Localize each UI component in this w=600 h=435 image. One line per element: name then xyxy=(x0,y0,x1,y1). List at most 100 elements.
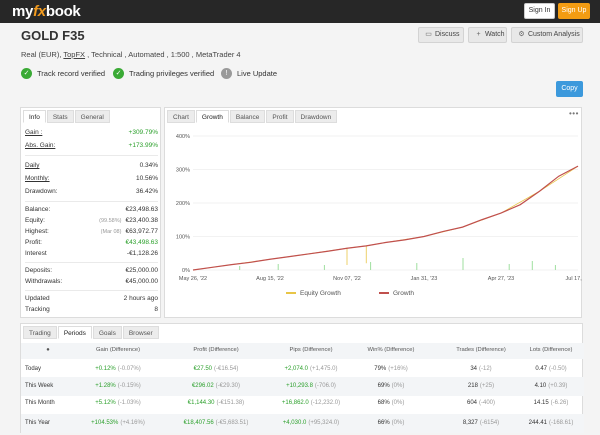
table-cell: 8,327 (-6154) xyxy=(462,420,500,426)
custom-analysis-button[interactable]: ⚙ Custom Analysis xyxy=(511,27,583,43)
table-row: This Month +5.12% (-1.03%) €1,144.30 (-€151.… xyxy=(21,394,584,413)
sign-in-button[interactable]: Sign In xyxy=(524,3,555,19)
table-cell: 68% (0%) xyxy=(377,400,405,406)
periods-panel: Trading Periods Goals Browser ● Gain (Di… xyxy=(20,323,584,433)
y-tick-label: 0% xyxy=(182,268,190,274)
trade-bar xyxy=(239,266,241,270)
table-cell: +104.53% (+4.16%) xyxy=(91,420,145,426)
page-title: GOLD F35 xyxy=(21,28,85,43)
tab-profit[interactable]: Profit xyxy=(266,110,294,123)
table-cell: 14.15 (-6.26) xyxy=(533,400,569,406)
growth-chart: 0% 100% 200% 300% 400% May 26, '22 Aug 15, '22… xyxy=(176,134,583,282)
tab-drawdown[interactable]: Drawdown xyxy=(294,110,338,123)
periods-tabs: Trading Periods Goals Browser xyxy=(23,326,160,339)
trade-bar xyxy=(323,265,325,270)
table-cell: €296.02 (-€29.30) xyxy=(191,383,241,389)
live-update-badge: ! Live Update xyxy=(221,68,277,79)
tab-chart[interactable]: Chart xyxy=(167,110,195,123)
table-cell: +1.28% (-0.15%) xyxy=(95,383,141,389)
divider xyxy=(25,155,158,156)
table-row: This Week +1.28% (-0.15%) €296.02 (-€29.30) +… xyxy=(21,377,584,396)
discuss-button[interactable]: ▭ Discuss xyxy=(418,27,464,43)
col-lots-header: Lots (Difference) xyxy=(529,347,573,353)
col-pips-header: Pips (Difference) xyxy=(289,347,333,353)
table-row: This Year +104.53% (+4.16%) €18,407.56 (-€5,… xyxy=(21,414,584,433)
tab-browser[interactable]: Browser xyxy=(122,326,159,339)
tab-info[interactable]: Info xyxy=(23,110,46,123)
divider xyxy=(25,290,158,291)
legend-growth[interactable]: Growth xyxy=(379,290,414,297)
table-cell: €27.50 (-€16.54) xyxy=(193,366,239,372)
table-cell: 34 (-12) xyxy=(470,366,492,372)
tab-stats[interactable]: Stats xyxy=(46,110,74,123)
divider xyxy=(25,262,158,263)
stats-tabs: Info Stats General xyxy=(23,110,111,123)
tab-goals[interactable]: Goals xyxy=(92,326,122,339)
y-tick-label: 100% xyxy=(176,235,190,241)
period-label: This Week xyxy=(25,383,54,389)
chart-panel: Chart Growth Balance Profit Drawdown •••… xyxy=(164,107,583,318)
growth-line xyxy=(192,165,579,271)
table-cell: 4.10 (+0.39) xyxy=(534,383,568,389)
watch-button[interactable]: + Watch xyxy=(468,27,507,43)
chart-menu-icon[interactable]: ••• xyxy=(569,109,579,118)
myfxbook-logo[interactable]: myfxbook xyxy=(12,3,81,20)
legend-equity-growth[interactable]: Equity Growth xyxy=(286,290,341,297)
gear-icon: ⚙ xyxy=(518,31,525,38)
table-cell: +4,030.0 (+95,324.0) xyxy=(282,420,340,426)
y-tick-label: 400% xyxy=(176,134,190,140)
col-trades-header: Trades (Difference) xyxy=(456,347,506,353)
check-icon: ✓ xyxy=(21,68,32,79)
top-navigation-bar: myfxbook Sign In Sign Up xyxy=(0,0,600,23)
table-header-row: ● Gain (Difference) Profit (Difference) … xyxy=(21,343,584,359)
table-cell: 66% (0%) xyxy=(377,420,405,426)
plus-icon: + xyxy=(476,31,481,38)
table-cell: +5.12% (-1.03%) xyxy=(95,400,141,406)
table-cell: 218 (+25) xyxy=(467,383,495,389)
trade-bar xyxy=(554,265,556,270)
table-cell: 0.47 (-0.50) xyxy=(535,366,567,372)
trade-bar xyxy=(531,261,533,270)
table-cell: €18,407.56 (-€5,683.51) xyxy=(183,420,249,426)
account-subtitle: Real (EUR), TopFX , Technical , Automate… xyxy=(21,50,241,59)
tab-periods[interactable]: Periods xyxy=(57,326,92,339)
table-cell: 79% (+16%) xyxy=(374,366,408,372)
tab-general[interactable]: General xyxy=(74,110,110,123)
period-label: This Year xyxy=(25,420,51,426)
trade-bar xyxy=(370,262,372,270)
sign-up-button[interactable]: Sign Up xyxy=(558,3,590,19)
trade-bar xyxy=(277,264,279,270)
legend-swatch xyxy=(379,292,389,295)
x-tick-label: Jan 31, '23 xyxy=(411,276,438,282)
period-label: Today xyxy=(25,366,42,372)
trading-privileges-badge: ✓ Trading privileges verified xyxy=(113,68,214,79)
x-tick-label: Nov 07, '22 xyxy=(333,276,361,282)
divider xyxy=(25,201,158,202)
x-tick-label: Aug 15, '22 xyxy=(256,276,284,282)
tab-trading[interactable]: Trading xyxy=(23,326,57,339)
trade-bar xyxy=(416,263,418,270)
tab-growth[interactable]: Growth xyxy=(195,110,229,123)
y-tick-label: 300% xyxy=(176,168,190,174)
equity-growth-line xyxy=(192,165,579,271)
table-cell: 69% (0%) xyxy=(377,383,405,389)
x-tick-label: Jul 17, '23 xyxy=(566,276,583,282)
info-icon: ! xyxy=(221,68,232,79)
table-cell: +10,293.8 (-706.0) xyxy=(286,383,336,389)
col-win-header: Win% (Difference) xyxy=(367,347,415,353)
copy-button[interactable]: Copy xyxy=(556,81,583,97)
tab-balance[interactable]: Balance xyxy=(229,110,266,123)
chart-tabs: Chart Growth Balance Profit Drawdown xyxy=(167,110,338,123)
table-cell: +2,074.0 (+1,475.0) xyxy=(284,366,338,372)
stats-panel: Info Stats General Gain : +309.79% Abs. G… xyxy=(20,107,161,318)
table-cell: +0.12% (-0.07%) xyxy=(95,366,141,372)
table-cell: 244.41 (-168.61) xyxy=(528,420,574,426)
broker-link[interactable]: TopFX xyxy=(63,50,86,59)
legend-swatch xyxy=(286,292,296,295)
y-tick-label: 200% xyxy=(176,201,190,207)
trade-bar xyxy=(508,264,510,270)
period-label: This Month xyxy=(25,400,55,406)
col-profit-header: Profit (Difference) xyxy=(193,347,239,353)
table-cell: €1,144.30 (-€151.38) xyxy=(187,400,245,406)
check-icon: ✓ xyxy=(113,68,124,79)
